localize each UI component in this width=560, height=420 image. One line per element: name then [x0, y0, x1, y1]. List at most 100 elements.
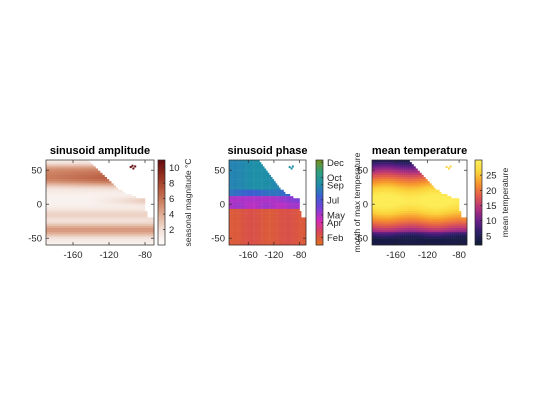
heatmap-cell [246, 183, 249, 186]
heatmap-cell [129, 196, 132, 199]
heatmap-cell [391, 238, 395, 242]
heatmap-cell [233, 187, 236, 191]
heatmap-cell [230, 162, 233, 165]
heatmap-cell [375, 194, 379, 197]
heatmap-cell [104, 225, 107, 229]
heatmap-cell [230, 202, 233, 205]
heatmap-cell [57, 228, 60, 231]
heatmap-cell [59, 238, 62, 242]
heatmap-cell [61, 198, 65, 201]
heatmap-cell [411, 168, 414, 171]
heatmap-cell [88, 168, 92, 171]
heatmap-cell [403, 168, 406, 171]
heatmap-cell [237, 217, 239, 220]
heatmap-cell [441, 211, 444, 214]
heatmap-cell [405, 204, 408, 208]
heatmap-cell [68, 240, 71, 244]
heatmap-cell [102, 191, 105, 195]
heatmap-cell [453, 215, 456, 218]
heatmap-cell [232, 221, 235, 225]
heatmap-cell [281, 211, 284, 214]
heatmap-cell [455, 206, 458, 210]
heatmap-cell [373, 189, 377, 193]
heatmap-cell [272, 206, 275, 210]
heatmap-cell [281, 238, 284, 242]
heatmap-cell [261, 191, 263, 195]
heatmap-cell [265, 208, 268, 212]
heatmap-cell [133, 200, 137, 203]
heatmap-cell [46, 198, 49, 201]
heatmap-cell [299, 217, 302, 220]
heatmap-cell [447, 196, 450, 199]
heatmap-cell [46, 177, 49, 180]
heatmap-cell [285, 202, 287, 205]
heatmap-cell [278, 202, 281, 205]
heatmap-cell [253, 238, 255, 242]
heatmap-cell [91, 189, 94, 193]
heatmap-cell [70, 238, 74, 242]
heatmap-cell [230, 191, 233, 195]
heatmap-cell [59, 240, 62, 244]
colorbar-swatch [158, 188, 165, 191]
heatmap-cell [289, 230, 292, 233]
heatmap-cell [403, 223, 406, 227]
heatmap-cell [91, 170, 94, 174]
heatmap-cell [249, 208, 252, 212]
heatmap-cell [264, 213, 267, 216]
heatmap-cell [68, 179, 71, 182]
colorbar-swatch [158, 174, 165, 176]
heatmap-cell [46, 228, 49, 231]
colorbar-swatch [316, 186, 323, 189]
heatmap-cell [294, 213, 297, 216]
heatmap-cell [417, 172, 420, 176]
heatmap-cell [405, 236, 408, 239]
heatmap-cell [285, 217, 287, 220]
heatmap-cell [259, 211, 262, 214]
heatmap-cell [393, 168, 396, 171]
heatmap-cell [68, 200, 71, 203]
heatmap-cell [447, 242, 450, 246]
heatmap-cell [453, 211, 456, 214]
heatmap-cell [118, 198, 121, 201]
heatmap-cell [88, 219, 92, 222]
heatmap-cell [147, 232, 150, 235]
heatmap-cell [389, 208, 393, 212]
heatmap-cell [449, 221, 452, 225]
heatmap-cell [261, 217, 263, 220]
heatmap-cell [415, 217, 418, 220]
heatmap-cell [88, 181, 92, 184]
heatmap-cell [377, 234, 381, 237]
heatmap-cell [95, 179, 98, 182]
heatmap-cell [280, 232, 283, 235]
heatmap-cell [429, 217, 432, 220]
heatmap-cell [463, 230, 466, 233]
heatmap-cell [272, 196, 275, 199]
heatmap-cell [273, 181, 276, 184]
heatmap-cell [417, 202, 420, 205]
heatmap-cell [241, 234, 244, 237]
colorbar-swatch [316, 218, 323, 220]
heatmap-cell [269, 177, 271, 180]
heatmap-cell [449, 219, 452, 222]
heatmap-cell [95, 240, 98, 244]
heatmap-cell [259, 215, 262, 218]
heatmap-cell [262, 196, 265, 199]
heatmap-cell [52, 179, 56, 182]
heatmap-cell [75, 166, 78, 169]
heatmap-cell [93, 234, 96, 237]
heatmap-cell [373, 219, 377, 222]
heatmap-cell [147, 219, 150, 222]
heatmap-cell [280, 223, 283, 227]
heatmap-cell [397, 198, 400, 201]
heatmap-cell [46, 213, 49, 216]
heatmap-cell [267, 189, 270, 193]
heatmap-cell [84, 196, 87, 199]
heatmap-cell [88, 234, 92, 237]
heatmap-cell [411, 177, 414, 180]
heatmap-cell [372, 196, 375, 199]
heatmap-cell [257, 202, 260, 205]
heatmap-cell [93, 185, 96, 188]
heatmap-cell [379, 181, 383, 184]
heatmap-cell [64, 174, 67, 178]
heatmap-cell [455, 232, 458, 235]
